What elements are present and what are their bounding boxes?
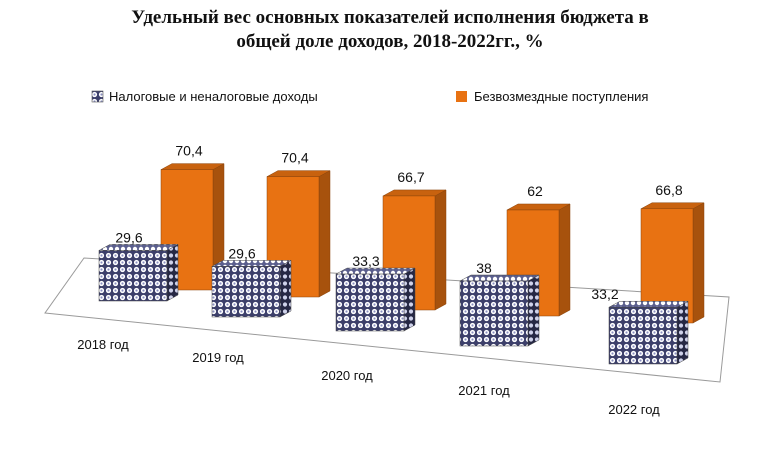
data-label-series-1-5: 33,2 <box>591 286 618 302</box>
chart-title-line-1: Удельный вес основных показателей исполн… <box>131 7 649 28</box>
category-label-2: 2019 год <box>192 350 244 365</box>
bar-series-2-3-top <box>382 189 447 197</box>
data-label-series-2-4: 62 <box>527 183 543 199</box>
data-label-series-1-3: 33,3 <box>352 253 379 269</box>
data-label-series-2-5: 66,8 <box>655 182 682 198</box>
bar-series-1-4-top <box>459 274 540 282</box>
bar-series-1-4-front <box>459 280 529 347</box>
category-label-3: 2020 год <box>321 368 373 383</box>
category-label-5: 2022 год <box>608 402 660 417</box>
bar-series-1-4 <box>459 274 540 347</box>
category-label-1: 2018 год <box>77 337 129 352</box>
legend: Налоговые и неналоговые доходы Безвозмез… <box>91 89 648 104</box>
data-label-series-1-2: 29,6 <box>228 245 255 261</box>
bar-series-1-3-side <box>403 267 416 332</box>
bar-series-1-1-front <box>98 250 168 302</box>
bar-series-1-3 <box>335 267 416 332</box>
data-label-series-2-1: 70,4 <box>175 143 202 159</box>
bar-series-1-3-front <box>335 273 405 332</box>
bar-series-1-5-front <box>608 306 678 365</box>
bar-series-1-1-side <box>166 243 179 302</box>
legend-label-series-1: Налоговые и неналоговые доходы <box>109 89 318 104</box>
data-label-series-1-4: 38 <box>476 260 492 276</box>
bar-series-2-4-side <box>558 203 571 317</box>
bar-series-2-3-side <box>434 189 447 311</box>
chart-title-line-2: общей доле доходов, 2018-2022гг., % <box>236 31 544 52</box>
bar-series-1-5-top <box>608 300 689 308</box>
bar-series-2-5-top <box>640 202 705 210</box>
bar-series-2-5-side <box>692 202 705 324</box>
bar-series-2-1-top <box>160 163 225 170</box>
bar-series-2-2-side <box>318 170 331 298</box>
category-label-4: 2021 год <box>458 383 510 398</box>
bar-series-1-5 <box>608 300 689 365</box>
bar-series-2-4-top <box>506 203 571 211</box>
legend-swatch-series-2 <box>456 91 467 102</box>
legend-item-series-1: Налоговые и неналоговые доходы <box>91 89 318 104</box>
bar-series-1-2-front <box>211 266 281 318</box>
bar-series-1-2 <box>211 259 292 318</box>
bar-series-1-5-side <box>676 300 689 365</box>
data-label-series-2-3: 66,7 <box>397 169 424 185</box>
data-label-series-1-1: 29,6 <box>115 229 142 245</box>
legend-label-series-2: Безвозмездные поступления <box>474 89 648 104</box>
data-labels-layer: 70,4 70,4 66,7 62 66,8 29,6 29,6 33,3 38 33,2 <box>115 143 682 303</box>
category-labels-layer: 2018 год 2019 год 2020 год 2021 год 2022 год <box>77 337 660 417</box>
bar-series-1-1 <box>98 243 179 302</box>
bar-series-1-2-side <box>279 259 292 318</box>
bar-series-1-4-side <box>527 274 540 347</box>
legend-swatch-series-1 <box>91 90 104 103</box>
data-label-series-2-2: 70,4 <box>281 150 308 166</box>
bars-layer <box>98 163 705 365</box>
bar-series-2-2-top <box>266 170 331 177</box>
chart-title: Удельный вес основных показателей исполн… <box>0 6 780 54</box>
legend-item-series-2: Безвозмездные поступления <box>456 89 648 104</box>
